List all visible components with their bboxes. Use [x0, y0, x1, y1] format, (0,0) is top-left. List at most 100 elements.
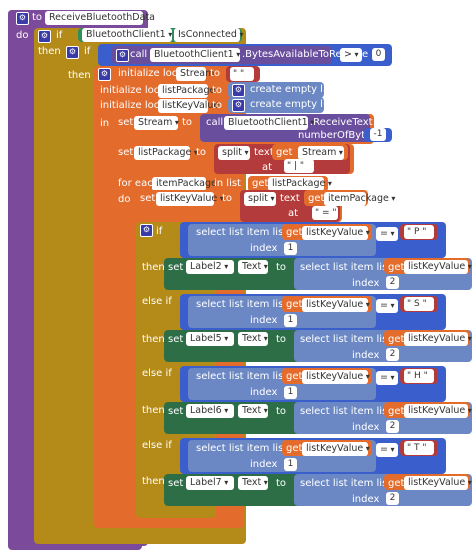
index-value[interactable]: 2: [386, 348, 399, 361]
call-label: call: [206, 117, 224, 128]
create-empty-list-label: create empty list: [250, 84, 335, 95]
equals-separator-value[interactable]: " = ": [312, 206, 338, 220]
list-key-value-var-dropdown[interactable]: listKeyValue: [302, 226, 368, 240]
set-label: set: [118, 147, 134, 158]
bluetooth-component-dropdown[interactable]: BluetoothClient1: [82, 28, 172, 42]
set-label: set: [168, 334, 184, 345]
index-value[interactable]: 1: [284, 458, 297, 471]
init-local-label: initialize local: [100, 100, 169, 111]
list-key-value-var-dropdown[interactable]: listKeyValue: [302, 298, 368, 312]
index-label: index: [352, 494, 380, 505]
text-property-dropdown[interactable]: Text: [238, 260, 268, 274]
label-component-dropdown[interactable]: Label5: [186, 332, 234, 346]
index-value[interactable]: 2: [386, 492, 399, 505]
index-value[interactable]: 1: [284, 242, 297, 255]
at-label: at: [262, 162, 273, 173]
is-connected-dropdown[interactable]: IsConnected: [174, 28, 240, 42]
receive-text-label: .ReceiveText: [310, 117, 373, 128]
split-dropdown[interactable]: split: [244, 192, 276, 206]
list-key-value-var-dropdown[interactable]: listKeyValue: [404, 404, 468, 418]
index-label: index: [352, 278, 380, 289]
key-text-value[interactable]: " P ": [404, 225, 434, 239]
select-list-item-label: select list item list: [300, 406, 392, 417]
zero-value[interactable]: 0: [372, 48, 385, 61]
equals-dropdown[interactable]: =: [376, 371, 398, 385]
to-label: to: [222, 193, 233, 204]
call-label: call: [130, 49, 148, 60]
key-text-value[interactable]: " T ": [404, 441, 434, 455]
list-package-var-dropdown[interactable]: listPackage: [268, 177, 325, 191]
list-package-var-dropdown[interactable]: listPackage: [134, 146, 191, 160]
select-list-item-label: select list item list: [196, 371, 288, 382]
procedure-to-label: to: [32, 12, 43, 23]
list-key-value-var-dropdown[interactable]: listKeyValue: [156, 192, 217, 206]
select-list-item-label: select list item list: [300, 478, 392, 489]
key-text-value[interactable]: " H ": [404, 369, 434, 383]
index-value[interactable]: 2: [386, 420, 399, 433]
to-label: to: [212, 100, 223, 111]
list-key-value-var-field[interactable]: listKeyValue: [158, 99, 219, 113]
to-label: to: [182, 117, 193, 128]
key-text-value[interactable]: " S ": [404, 297, 434, 311]
text-label: text: [280, 193, 300, 204]
list-key-value-var-dropdown[interactable]: listKeyValue: [404, 332, 468, 346]
gear-icon[interactable]: ⚙: [98, 68, 111, 81]
at-label: at: [288, 208, 299, 219]
bluetooth-component-dropdown[interactable]: BluetoothClient1: [224, 116, 308, 130]
compare-op-dropdown[interactable]: >: [340, 48, 362, 62]
select-list-item-label: select list item list: [196, 299, 288, 310]
gear-icon[interactable]: ⚙: [232, 99, 245, 112]
get-label: get: [286, 227, 303, 238]
bluetooth-component-dropdown[interactable]: BluetoothClient1: [150, 48, 240, 62]
create-empty-list-block[interactable]: [228, 97, 324, 113]
gear-icon[interactable]: ⚙: [140, 224, 153, 237]
procedure-name-field[interactable]: ReceiveBluetoothData: [45, 11, 155, 25]
in-list-label: in list: [214, 178, 241, 189]
gear-icon[interactable]: ⚙: [232, 84, 245, 97]
label-component-dropdown[interactable]: Label7: [186, 476, 234, 490]
list-key-value-var-dropdown[interactable]: listKeyValue: [404, 260, 468, 274]
text-label: text: [254, 147, 274, 158]
item-package-var-field[interactable]: itemPackage: [152, 177, 217, 191]
stream-var-field[interactable]: Stream: [176, 67, 214, 81]
get-label: get: [388, 478, 405, 489]
create-empty-list-block[interactable]: [228, 82, 324, 98]
get-label: get: [286, 299, 303, 310]
to-label: to: [196, 147, 207, 158]
text-property-dropdown[interactable]: Text: [238, 332, 268, 346]
gear-icon[interactable]: ⚙: [16, 12, 29, 25]
text-property-dropdown[interactable]: Text: [238, 404, 268, 418]
index-label: index: [352, 422, 380, 433]
item-package-var-dropdown[interactable]: itemPackage: [324, 192, 389, 206]
index-value[interactable]: 2: [386, 276, 399, 289]
init-local-label: initialize local: [100, 85, 169, 96]
index-value[interactable]: 1: [284, 386, 297, 399]
select-list-item-label: select list item list: [300, 334, 392, 345]
index-value[interactable]: 1: [284, 314, 297, 327]
list-key-value-var-dropdown[interactable]: listKeyValue: [302, 370, 368, 384]
equals-dropdown[interactable]: =: [376, 299, 398, 313]
gear-icon[interactable]: ⚙: [66, 46, 79, 59]
list-key-value-var-dropdown[interactable]: listKeyValue: [404, 476, 468, 490]
equals-dropdown[interactable]: =: [376, 443, 398, 457]
equals-dropdown[interactable]: =: [376, 227, 398, 241]
gear-icon[interactable]: ⚙: [116, 49, 129, 62]
gear-icon[interactable]: ⚙: [38, 30, 51, 43]
select-list-item-label: select list item list: [196, 443, 288, 454]
text-property-dropdown[interactable]: Text: [238, 476, 268, 490]
list-package-var-field[interactable]: listPackage: [158, 84, 215, 98]
stream-var-dropdown[interactable]: Stream: [298, 146, 344, 160]
procedure-do-label: do: [16, 30, 29, 41]
get-label: get: [388, 262, 405, 273]
split-dropdown[interactable]: split: [218, 146, 250, 160]
empty-text-value[interactable]: " ": [230, 67, 254, 81]
to-label: to: [276, 334, 287, 345]
label-component-dropdown[interactable]: Label6: [186, 404, 234, 418]
list-key-value-var-dropdown[interactable]: listKeyValue: [302, 442, 368, 456]
pipe-separator-value[interactable]: " | ": [284, 159, 314, 173]
label-component-dropdown[interactable]: Label2: [186, 260, 234, 274]
get-label: get: [286, 443, 303, 454]
stream-var-dropdown[interactable]: Stream: [134, 116, 178, 130]
index-label: index: [250, 315, 278, 326]
minus-one-value[interactable]: -1: [370, 128, 386, 141]
